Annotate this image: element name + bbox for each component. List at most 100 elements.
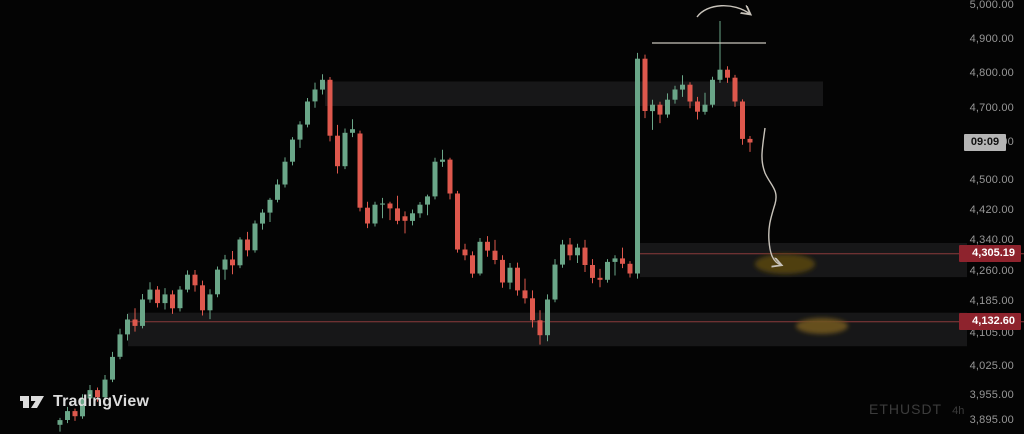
candle-body	[687, 84, 693, 102]
price-line-badge-4305: 4,305.19	[959, 245, 1021, 263]
candle-body	[537, 320, 543, 336]
candle-body	[440, 159, 445, 162]
tradingview-logo-icon	[20, 396, 44, 408]
candle-body	[117, 334, 123, 357]
candle-body	[57, 420, 63, 425]
candle-body	[417, 204, 423, 214]
candle-body	[665, 99, 670, 115]
candle-body	[545, 299, 550, 336]
candle-body	[597, 277, 603, 280]
sweep-arc-arrow[interactable]	[696, 5, 750, 18]
candle-body	[717, 69, 723, 80]
candle-body	[320, 79, 325, 90]
candle-body	[215, 269, 220, 295]
candle-body	[350, 129, 355, 133]
candle-body	[275, 184, 280, 200]
candle-body	[455, 193, 460, 250]
candle-body	[335, 135, 340, 167]
candle-body	[425, 196, 430, 205]
tradingview-logo-text: TradingView	[53, 393, 150, 410]
tradingview-logo[interactable]: TradingView	[20, 392, 149, 412]
candle-body	[207, 294, 213, 311]
candle-body	[162, 294, 168, 304]
candle-body	[605, 261, 610, 280]
candle-body	[282, 161, 288, 185]
candle-body	[410, 213, 415, 221]
candle-body	[132, 319, 138, 326]
candle-body	[650, 104, 655, 112]
candle-body	[590, 265, 595, 278]
candle-body	[680, 84, 685, 90]
bar-countdown-badge: 09:09	[964, 133, 1006, 151]
candle-body	[447, 159, 453, 194]
candle-body	[305, 101, 310, 125]
projection-squiggle-arrow[interactable]	[761, 127, 781, 265]
candle-body	[327, 79, 333, 136]
candle-body	[260, 212, 265, 224]
candle-body	[65, 411, 70, 420]
candle-body	[185, 274, 190, 290]
symbol-watermark: ETHUSDT 4h	[869, 401, 964, 417]
candle-body	[695, 101, 700, 112]
candle-body	[492, 250, 498, 260]
candle-body	[522, 290, 528, 299]
candle-body	[732, 77, 738, 102]
candle-body	[387, 203, 393, 209]
candle-body	[177, 289, 183, 309]
drawing-annotations[interactable]	[652, 5, 848, 334]
candle-body	[500, 259, 505, 283]
candle-body	[102, 379, 108, 398]
candle-body	[267, 199, 273, 213]
candle-body	[432, 161, 438, 197]
candle-body	[342, 132, 348, 167]
candle-body	[612, 258, 618, 262]
candle-body	[237, 239, 243, 266]
candle-body	[297, 124, 303, 140]
candle-body	[567, 244, 573, 256]
candle-body	[110, 356, 115, 380]
candle-body	[87, 390, 93, 399]
candle-body	[627, 263, 633, 274]
candle-body	[462, 249, 468, 256]
candle-body	[372, 204, 378, 224]
candle-body	[147, 289, 153, 300]
candle-body	[747, 138, 753, 143]
candle-body	[485, 241, 490, 251]
candle-body	[507, 267, 513, 283]
candle-body	[380, 203, 385, 205]
candlestick-series	[57, 21, 753, 432]
price-line-badge-4132: 4,132.60	[959, 313, 1021, 331]
candle-body	[402, 216, 408, 221]
candle-body	[477, 241, 483, 274]
candle-body	[95, 390, 100, 398]
candle-body	[312, 89, 318, 102]
candle-body	[560, 244, 565, 265]
candle-body	[80, 398, 85, 417]
candle-body	[365, 207, 370, 224]
candle-body	[72, 411, 78, 417]
highlight-ellipse[interactable]	[796, 318, 848, 334]
candle-body	[155, 289, 160, 304]
candle-body	[200, 285, 205, 311]
zone-box[interactable]	[325, 81, 823, 107]
watermark-interval: 4h	[952, 405, 965, 417]
candle-body	[672, 89, 678, 100]
candle-body	[620, 258, 625, 264]
candle-body	[725, 69, 730, 78]
candle-body	[530, 298, 535, 321]
candle-body	[657, 104, 663, 115]
candle-body	[740, 101, 745, 139]
candle-body	[170, 294, 175, 309]
candle-body	[515, 267, 520, 291]
candle-body	[140, 299, 145, 326]
candle-body	[575, 247, 580, 256]
candle-body	[222, 259, 228, 270]
candle-body	[582, 247, 588, 265]
highlight-ellipse[interactable]	[755, 254, 815, 274]
candle-body	[702, 104, 708, 112]
watermark-symbol: ETHUSDT	[869, 401, 943, 417]
candle-body	[125, 319, 130, 335]
candle-body	[357, 133, 363, 208]
